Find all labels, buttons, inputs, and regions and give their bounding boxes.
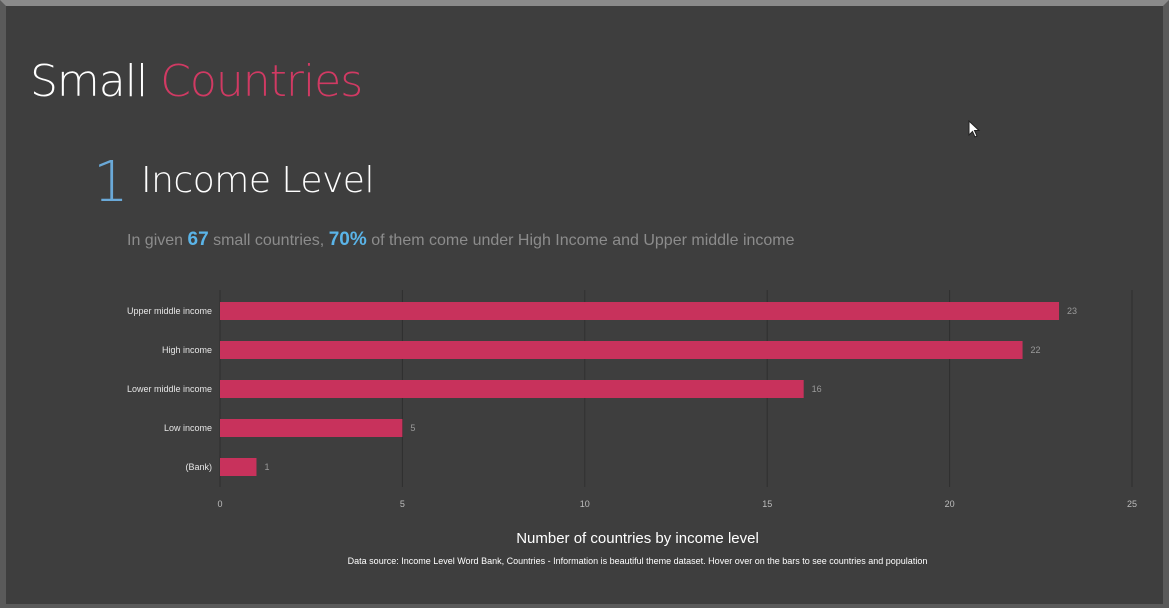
data-label: 5 bbox=[410, 423, 415, 433]
chart-title: Number of countries by income level bbox=[516, 530, 759, 547]
category-label: High income bbox=[162, 345, 212, 355]
summary-prefix: In given bbox=[127, 232, 184, 249]
data-label: 1 bbox=[264, 462, 269, 472]
page-title-part2: Countries bbox=[160, 56, 363, 107]
summary-count: 67 bbox=[187, 229, 209, 250]
x-tick-label: 10 bbox=[580, 499, 590, 509]
summary-text: In given 67 small countries, 70% of them… bbox=[127, 229, 795, 251]
summary-percent: 70% bbox=[328, 229, 367, 250]
data-label: 16 bbox=[812, 384, 822, 394]
data-label: 23 bbox=[1067, 306, 1077, 316]
bar bbox=[220, 380, 804, 398]
x-tick-label: 0 bbox=[217, 499, 222, 509]
section-number: 1 bbox=[93, 150, 129, 215]
summary-middle: small countries, bbox=[213, 232, 325, 249]
x-tick-label: 20 bbox=[945, 499, 955, 509]
category-label: (Bank) bbox=[185, 462, 212, 472]
section-title: Income Level bbox=[141, 160, 374, 201]
x-tick-label: 25 bbox=[1127, 499, 1137, 509]
category-label: Upper middle income bbox=[127, 306, 212, 316]
chart-note: Data source: Income Level Word Bank, Cou… bbox=[347, 556, 928, 566]
x-tick-label: 15 bbox=[762, 499, 772, 509]
category-label: Low income bbox=[164, 423, 212, 433]
page-title: Small Countries bbox=[30, 56, 363, 107]
bar bbox=[220, 302, 1060, 320]
summary-suffix: of them come under High Income and Upper… bbox=[371, 232, 795, 249]
category-label: Lower middle income bbox=[127, 384, 212, 394]
bar bbox=[220, 458, 257, 476]
mouse-cursor-icon bbox=[968, 120, 981, 138]
bar bbox=[220, 341, 1023, 359]
x-tick-label: 5 bbox=[400, 499, 405, 509]
data-label: 22 bbox=[1031, 345, 1041, 355]
page-title-part1: Small bbox=[30, 56, 148, 107]
bar bbox=[220, 419, 403, 437]
